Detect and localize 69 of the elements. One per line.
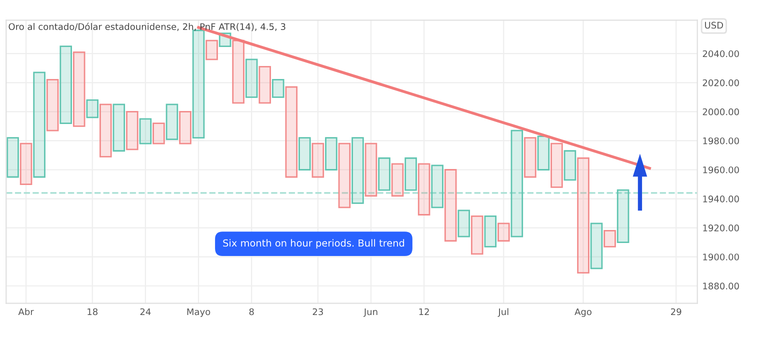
bar <box>245 58 258 98</box>
bar <box>192 30 205 138</box>
bar <box>20 142 32 185</box>
bar <box>418 163 430 216</box>
y-tick-label: 1940.00 <box>703 196 739 202</box>
bar <box>444 169 457 242</box>
bar <box>404 157 417 191</box>
y-tick-label: 1960.00 <box>703 166 739 174</box>
bar <box>604 230 616 248</box>
bar <box>112 104 126 152</box>
bar <box>431 164 444 208</box>
bar <box>100 104 112 158</box>
bar <box>524 137 536 178</box>
bar <box>139 118 152 144</box>
bar <box>364 142 378 197</box>
y-tick-label: 1880.00 <box>703 282 739 290</box>
x-tick-label: Jun <box>363 308 378 317</box>
bar <box>152 122 165 144</box>
bar <box>616 189 630 244</box>
bar <box>338 142 351 208</box>
y-tick-label: 1900.00 <box>703 254 739 260</box>
x-tick-label: Abr <box>18 308 34 316</box>
bar <box>484 216 497 248</box>
y-tick-label: 1980.00 <box>703 137 739 144</box>
x-tick-label: 29 <box>671 308 682 316</box>
bar <box>206 40 218 60</box>
y-tick-label: 2020.00 <box>702 79 739 86</box>
bar <box>33 72 46 178</box>
bar <box>126 110 138 150</box>
y-tick-label: 2040.00 <box>702 50 739 58</box>
bar <box>550 142 563 188</box>
bar <box>498 222 510 242</box>
bar <box>46 79 59 132</box>
bar <box>470 216 484 255</box>
x-tick-label: 23 <box>312 308 323 316</box>
bar <box>232 40 244 104</box>
annotation: Six month on hour periods. Bull trend <box>223 239 404 249</box>
bar <box>298 137 311 170</box>
bar <box>86 99 99 118</box>
bar <box>6 137 19 178</box>
bar <box>166 104 178 140</box>
bar <box>378 157 390 191</box>
bar <box>564 150 576 181</box>
bar <box>458 210 470 238</box>
bar <box>258 66 271 104</box>
x-tick-label: 24 <box>140 308 151 316</box>
x-tick-label: Jul <box>498 308 508 317</box>
bar <box>312 142 324 178</box>
x-tick-label: 8 <box>249 308 254 316</box>
bar <box>391 163 404 197</box>
y-tick-label: 2000.00 <box>702 108 739 116</box>
bar <box>272 79 284 98</box>
y-tick-label: 1920.00 <box>703 224 739 232</box>
bar <box>72 51 86 127</box>
bar <box>577 157 590 274</box>
x-tick-label: Ago <box>574 308 592 317</box>
x-tick-label: Mayo <box>187 308 210 317</box>
bar <box>60 46 72 124</box>
bar <box>179 110 192 144</box>
y-axis-title: USD <box>705 22 724 29</box>
bar <box>510 130 524 238</box>
bar <box>352 137 364 204</box>
x-tick-label: 12 <box>419 308 429 316</box>
bar <box>325 137 338 170</box>
bar <box>285 86 298 178</box>
x-tick-label: 18 <box>88 308 98 316</box>
chart-title: Oro al contado/Dólar estadounidense, 2h, PnF ATR(14), 4.5, 3 <box>8 22 286 32</box>
bar <box>537 136 550 170</box>
bar <box>590 222 603 270</box>
